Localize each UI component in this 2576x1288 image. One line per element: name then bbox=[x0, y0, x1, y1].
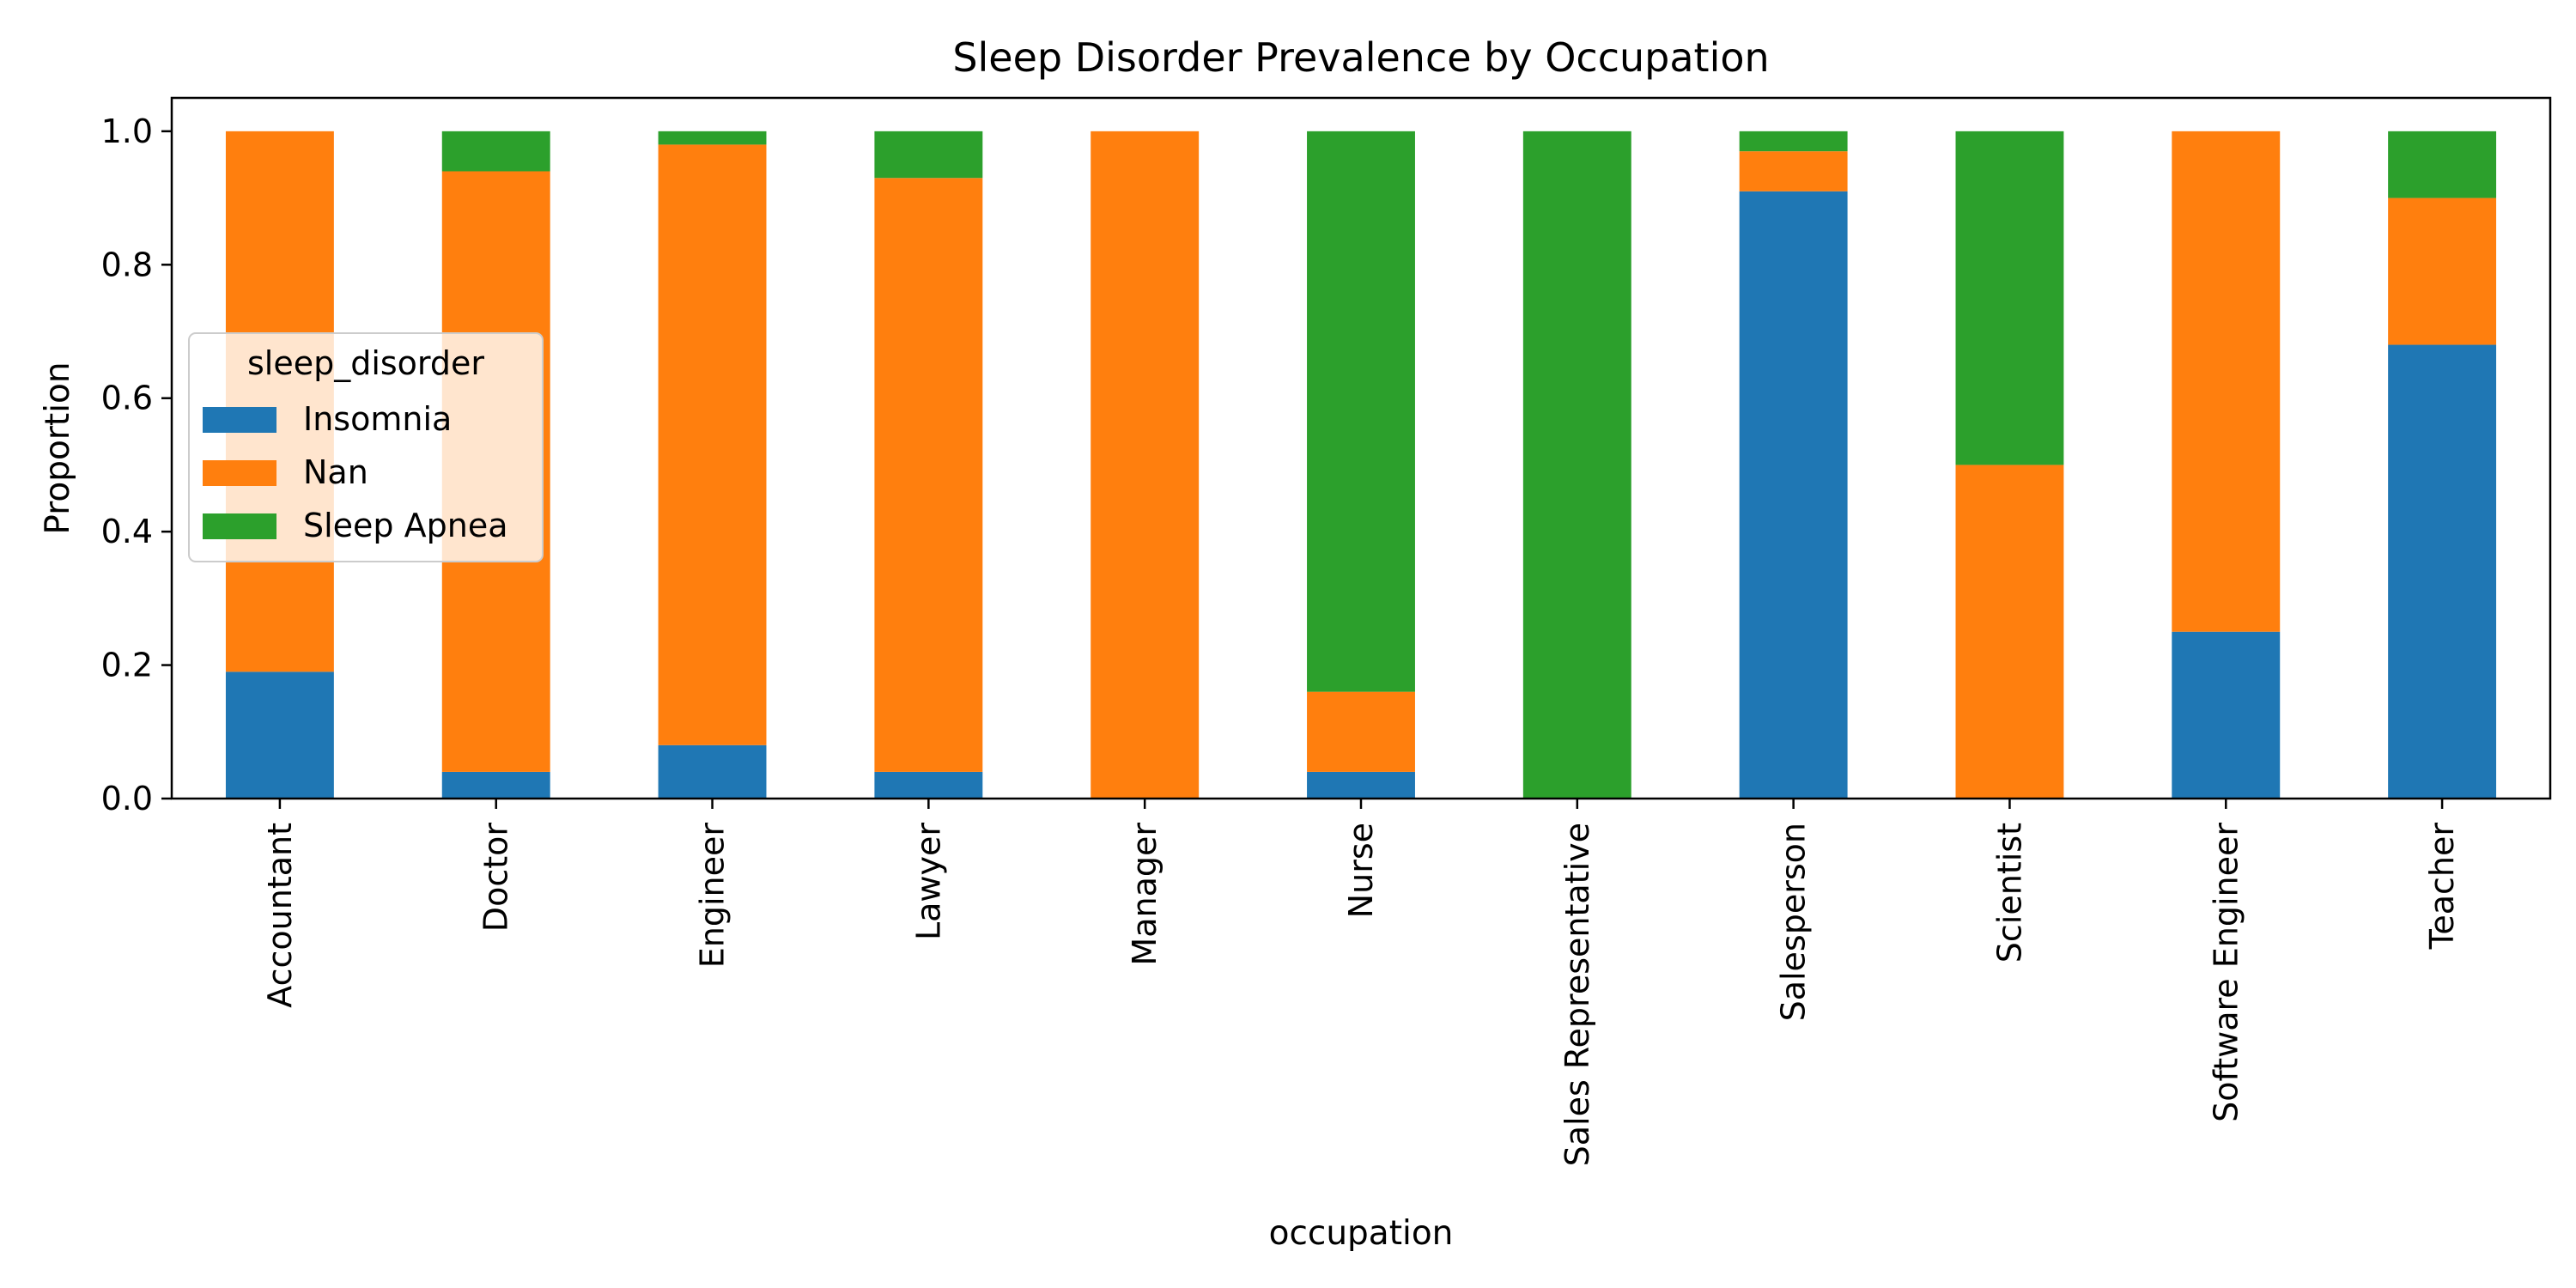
bar-lawyer-nan bbox=[874, 178, 983, 772]
y-tick-label: 0.2 bbox=[101, 647, 153, 684]
bar-teacher-insomnia bbox=[2388, 344, 2497, 799]
legend-title: sleep_disorder bbox=[247, 344, 484, 382]
y-axis-label: Proportion bbox=[39, 361, 77, 534]
bar-engineer-nan bbox=[658, 144, 767, 745]
bar-nurse-sleep-apnea bbox=[1307, 131, 1415, 692]
legend-swatch-sleep-apnea bbox=[203, 513, 276, 539]
legend-frame bbox=[188, 332, 544, 562]
bar-software-engineer-insomnia bbox=[2172, 631, 2281, 799]
x-tick-label: Engineer bbox=[694, 823, 732, 969]
bar-scientist-sleep-apnea bbox=[1955, 131, 2064, 465]
bar-salesperson-sleep-apnea bbox=[1739, 131, 1848, 152]
bar-engineer-insomnia bbox=[658, 744, 767, 799]
x-tick-label: Manager bbox=[1126, 823, 1163, 966]
legend-swatch-nan bbox=[203, 460, 276, 486]
x-tick-label: Nurse bbox=[1342, 823, 1380, 918]
legend-label-insomnia: Insomnia bbox=[303, 400, 452, 438]
bar-engineer-sleep-apnea bbox=[658, 131, 767, 145]
bar-lawyer-insomnia bbox=[874, 771, 983, 799]
bar-manager-nan bbox=[1091, 131, 1200, 799]
legend-label-sleep-apnea: Sleep Apnea bbox=[303, 507, 508, 544]
x-tick-label: Doctor bbox=[477, 823, 515, 933]
chart-title: Sleep Disorder Prevalence by Occupation bbox=[952, 34, 1769, 81]
y-tick-label: 0.6 bbox=[101, 380, 153, 417]
x-tick-label: Accountant bbox=[261, 823, 299, 1008]
legend-swatch-insomnia bbox=[203, 407, 276, 433]
bar-doctor-insomnia bbox=[441, 771, 550, 799]
y-tick-label: 0.4 bbox=[101, 513, 153, 550]
bar-scientist-nan bbox=[1955, 465, 2064, 799]
bar-salesperson-nan bbox=[1739, 151, 1848, 191]
x-tick-label: Sales Representative bbox=[1558, 823, 1596, 1166]
y-tick-label: 0.8 bbox=[101, 246, 153, 283]
bar-teacher-sleep-apnea bbox=[2388, 131, 2497, 198]
x-axis-label: occupation bbox=[1269, 1214, 1454, 1253]
x-tick-label: Lawyer bbox=[909, 823, 947, 940]
x-tick-label: Salesperson bbox=[1775, 823, 1813, 1021]
y-tick-label: 0.0 bbox=[101, 780, 153, 817]
x-tick-label: Scientist bbox=[1990, 823, 2028, 963]
bar-sales-representative-sleep-apnea bbox=[1522, 131, 1631, 799]
bar-accountant-insomnia bbox=[225, 671, 334, 799]
legend-label-nan: Nan bbox=[303, 453, 368, 491]
legend: sleep_disorder Insomnia Nan Sleep Apnea bbox=[188, 332, 544, 562]
bar-salesperson-insomnia bbox=[1739, 191, 1848, 799]
x-tick-label: Teacher bbox=[2423, 823, 2461, 951]
bar-software-engineer-nan bbox=[2172, 131, 2281, 632]
bar-nurse-insomnia bbox=[1307, 771, 1415, 799]
bar-doctor-sleep-apnea bbox=[441, 131, 550, 172]
bar-lawyer-sleep-apnea bbox=[874, 131, 983, 179]
plot-area bbox=[225, 131, 2497, 799]
y-tick-label: 1.0 bbox=[101, 112, 153, 150]
x-tick-label: Software Engineer bbox=[2207, 823, 2245, 1122]
bar-teacher-nan bbox=[2388, 197, 2497, 345]
bar-nurse-nan bbox=[1307, 691, 1415, 772]
